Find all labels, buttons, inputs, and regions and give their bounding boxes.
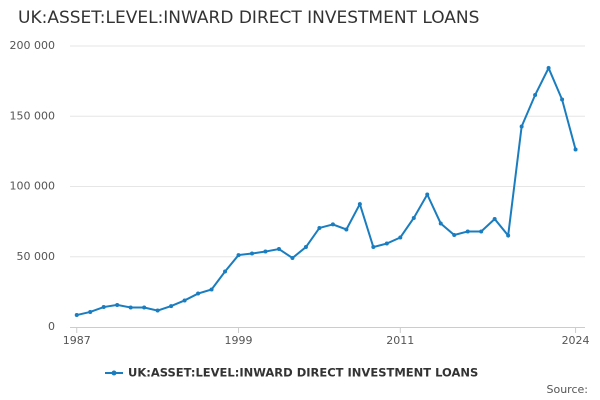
point [438, 221, 443, 226]
y-tick-label: 200 000 [10, 39, 56, 52]
point [101, 305, 106, 310]
legend-marker [111, 370, 117, 376]
point [250, 251, 255, 256]
point [223, 269, 228, 274]
point [452, 232, 457, 237]
point [506, 233, 511, 238]
point [519, 124, 524, 129]
point [303, 245, 308, 250]
legend-label: UK:ASSET:LEVEL:INWARD DIRECT INVESTMENT … [128, 366, 478, 380]
point [546, 66, 551, 71]
point [330, 222, 335, 227]
y-tick-label: 150 000 [10, 109, 56, 122]
point [398, 235, 403, 240]
x-tick-label: 1999 [225, 334, 253, 347]
point [533, 93, 538, 98]
point [479, 229, 484, 234]
point [276, 247, 281, 252]
point [465, 229, 470, 234]
point [411, 215, 416, 220]
point [371, 245, 376, 250]
point [425, 192, 430, 197]
y-tick-label: 50 000 [17, 250, 56, 263]
chart-title: UK:ASSET:LEVEL:INWARD DIRECT INVESTMENT … [18, 8, 479, 28]
point [142, 305, 147, 310]
point [317, 225, 322, 230]
point [344, 227, 349, 232]
point [115, 302, 120, 307]
series-line [76, 65, 577, 317]
point [290, 256, 295, 261]
point [236, 253, 241, 258]
x-tick-label: 2024 [562, 334, 590, 347]
point [196, 291, 201, 296]
point [209, 287, 214, 292]
point [74, 313, 79, 318]
point [155, 308, 160, 313]
point [492, 216, 497, 221]
point [357, 202, 362, 207]
point [573, 147, 578, 152]
point [128, 305, 133, 310]
point [384, 241, 389, 246]
point [169, 304, 174, 309]
y-tick-label: 100 000 [10, 180, 56, 193]
point [182, 298, 187, 303]
y-tick-label: 0 [48, 320, 55, 333]
x-tick-label: 2011 [386, 334, 414, 347]
point [88, 309, 93, 314]
source: Source: [547, 383, 589, 396]
point [263, 249, 268, 254]
point [560, 97, 565, 102]
x-tick-label: 1987 [63, 334, 91, 347]
